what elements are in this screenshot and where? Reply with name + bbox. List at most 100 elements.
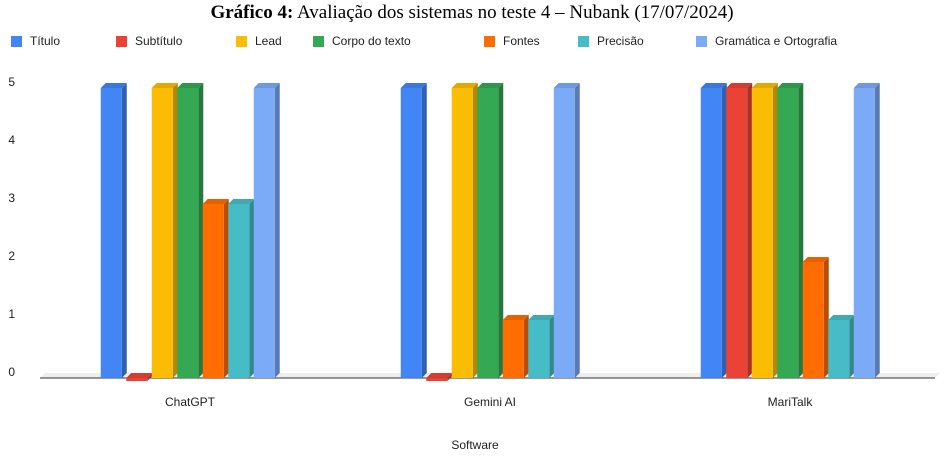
bar — [400, 83, 427, 378]
bar-side — [523, 315, 529, 378]
bar-side — [772, 83, 778, 378]
bar-front — [751, 88, 773, 378]
legend-swatch — [484, 36, 495, 47]
legend-swatch — [578, 36, 589, 47]
bar-side — [498, 83, 504, 378]
bar — [751, 83, 778, 378]
bar — [228, 199, 255, 378]
bar-top — [853, 83, 880, 88]
bar-front — [700, 88, 722, 378]
bar-side — [574, 83, 580, 378]
bar-side — [472, 83, 478, 378]
bar — [177, 83, 204, 378]
bar-front — [828, 320, 850, 378]
bar-side — [198, 83, 204, 378]
legend-label: Lead — [255, 34, 282, 48]
bar-front — [228, 204, 250, 378]
y-tick-label: 4 — [8, 133, 15, 147]
legend-label: Título — [30, 34, 60, 48]
bar-top — [253, 83, 280, 88]
bar-front — [253, 88, 275, 378]
bar-side — [447, 373, 453, 381]
bar-side — [172, 83, 178, 378]
bar-top — [528, 315, 555, 320]
bar-top — [126, 373, 153, 378]
bar-side — [421, 83, 427, 378]
bar-side — [223, 199, 229, 378]
legend-label: Fontes — [503, 34, 540, 48]
legend-swatch — [11, 36, 22, 47]
legend-label: Subtítulo — [135, 34, 183, 48]
bar — [853, 83, 880, 378]
bar — [202, 199, 229, 378]
bar-top — [802, 257, 829, 262]
bar — [700, 83, 727, 378]
bar-front — [100, 88, 122, 378]
legend-swatch — [116, 36, 127, 47]
bar-side — [121, 83, 127, 378]
bar-front — [177, 88, 199, 378]
legend-label: Precisão — [597, 34, 644, 48]
y-tick-label: 2 — [8, 249, 15, 263]
bar-side — [823, 257, 829, 378]
bar-top — [777, 83, 804, 88]
bar-front — [451, 88, 473, 378]
x-tick-label: ChatGPT — [165, 395, 216, 409]
bar-side — [747, 83, 753, 378]
legend-swatch — [236, 36, 247, 47]
y-tick-label: 5 — [8, 75, 15, 89]
bar-front — [502, 320, 524, 378]
bar-front — [777, 88, 799, 378]
bar-top — [502, 315, 529, 320]
y-tick-label: 0 — [8, 365, 15, 379]
legend-swatch — [696, 36, 707, 47]
bar-side — [549, 315, 555, 378]
bar-front — [400, 88, 422, 378]
chart-title: Gráfico 4: Avaliação dos sistemas no tes… — [210, 2, 733, 23]
title-text: Avaliação dos sistemas no teste 4 – Nuba… — [297, 2, 734, 23]
bar-front — [151, 88, 173, 378]
bar-front — [802, 262, 824, 378]
bar-top — [828, 315, 855, 320]
bar — [828, 315, 855, 378]
bar-top — [177, 83, 204, 88]
x-tick-label: Gemini AI — [464, 395, 516, 409]
bar-front — [126, 378, 148, 381]
bar-side — [849, 315, 855, 378]
bar — [553, 83, 580, 378]
bar-side — [874, 83, 880, 378]
bar — [502, 315, 529, 378]
bar-top — [726, 83, 753, 88]
bar-side — [249, 199, 255, 378]
bar-front — [202, 204, 224, 378]
bar — [477, 83, 504, 378]
bar-top — [426, 373, 453, 378]
bar-top — [751, 83, 778, 88]
bar-side — [147, 373, 153, 381]
bar-front — [553, 88, 575, 378]
legend-label: Corpo do texto — [332, 34, 411, 48]
bar-top — [202, 199, 229, 204]
bar — [802, 257, 829, 378]
bar-side — [721, 83, 727, 378]
bar — [100, 83, 127, 378]
bar-front — [726, 88, 748, 378]
legend-label: Gramática e Ortografia — [715, 34, 837, 48]
bar — [126, 373, 153, 381]
legend-swatch — [313, 36, 324, 47]
bar-side — [274, 83, 280, 378]
bar-top — [700, 83, 727, 88]
bar-front — [477, 88, 499, 378]
x-tick-label: MariTalk — [768, 395, 814, 409]
bar — [451, 83, 478, 378]
bar-top — [477, 83, 504, 88]
y-tick-label: 3 — [8, 191, 15, 205]
bar — [253, 83, 280, 378]
bar-front — [853, 88, 875, 378]
bar-top — [400, 83, 427, 88]
title-label: Gráfico 4: — [210, 2, 293, 23]
bar — [426, 373, 453, 381]
bar-top — [151, 83, 178, 88]
bar — [777, 83, 804, 378]
